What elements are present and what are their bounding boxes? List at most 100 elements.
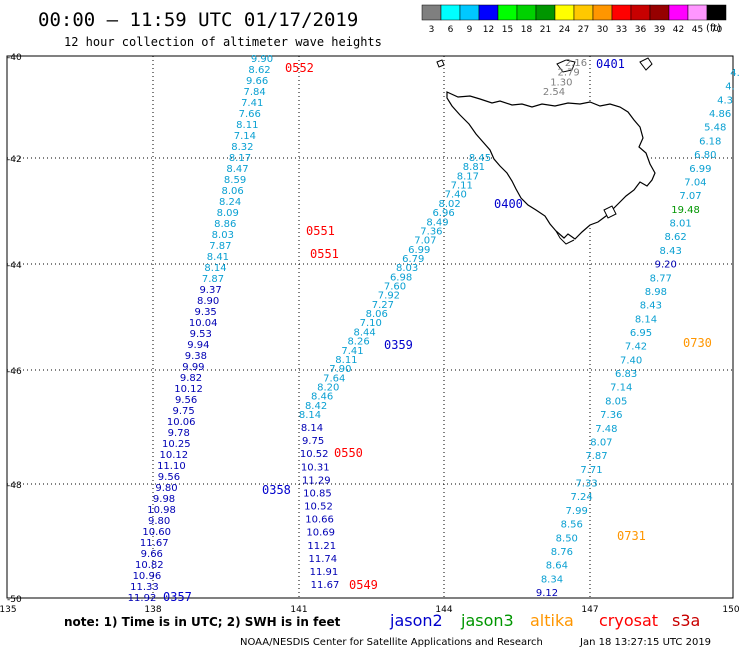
wave-height-value: 8.64 <box>546 561 568 572</box>
timestamp-text: Jan 18 13:27:15 UTC 2019 <box>579 637 711 648</box>
pass-time-label: 0552 <box>285 61 314 75</box>
wave-height-value: 7.27 <box>372 300 394 311</box>
wave-height-value: 2.54 <box>543 87 565 98</box>
wave-height-value: 8.56 <box>561 520 583 531</box>
wave-height-value: 10.85 <box>303 488 332 499</box>
pass-time-label: 0357 <box>163 590 192 604</box>
wave-height-value: 10.60 <box>142 527 171 538</box>
legend-altika: altika <box>530 611 574 630</box>
wave-height-colorbar: 3 6 9 12 15 18 21 24 27 30 33 36 39 42 45 70 <box>421 4 727 35</box>
wave-height-value: 6.98 <box>390 272 412 283</box>
colorbar-swatch <box>421 4 442 21</box>
wave-height-value: 6.95 <box>630 328 652 339</box>
colorbar-swatch <box>706 4 727 21</box>
wave-height-value: 7.92 <box>378 291 400 302</box>
wave-height-value: 8.50 <box>556 533 578 544</box>
colorbar-label: 39 <box>654 25 666 35</box>
wave-height-value: 4.86 <box>709 109 731 120</box>
wave-height-value: 9.94 <box>187 340 209 351</box>
pass-time-label: 0551 <box>310 247 339 261</box>
wave-height-value: 6.83 <box>615 369 637 380</box>
wave-height-value: 8.02 <box>439 199 461 210</box>
colorbar-label: 12 <box>483 25 494 35</box>
footnote: note: 1) Time is in UTC; 2) SWH is in fe… <box>64 615 341 629</box>
wave-height-value: 8.01 <box>669 219 691 230</box>
wave-height-value: 7.41 <box>241 98 263 109</box>
wave-height-value: 10.12 <box>160 450 189 461</box>
wave-height-value: 6.18 <box>699 136 721 147</box>
colorbar-swatch <box>592 4 613 21</box>
wave-height-value: 10.12 <box>174 384 203 395</box>
colorbar-label: 24 <box>559 25 571 35</box>
lat-label: -40 <box>7 53 22 63</box>
pass-time-label: 0400 <box>494 197 523 211</box>
pass-time-label: 0730 <box>683 336 712 350</box>
colorbar-swatch <box>687 4 708 21</box>
lat-label: -42 <box>7 155 22 165</box>
legend-jason2: jason2 <box>389 611 443 630</box>
wave-height-value: 10.69 <box>306 528 335 539</box>
pass-time-label: 0551 <box>306 224 335 238</box>
wave-height-value: 8.17 <box>229 153 251 164</box>
wave-height-value: 7.42 <box>625 342 647 353</box>
wave-height-value: 8.11 <box>236 120 258 131</box>
wave-height-value: 2.79 <box>558 68 580 79</box>
wave-height-value: 7.24 <box>570 492 592 503</box>
lon-label: 150 <box>722 605 739 615</box>
wave-height-value: 7.10 <box>360 318 382 329</box>
wave-height-value: 8.62 <box>664 232 686 243</box>
wave-height-value: 10.82 <box>135 560 164 571</box>
wave-height-value: 7.71 <box>580 465 602 476</box>
wave-height-value: 7.41 <box>341 346 363 357</box>
map-frame <box>6 55 734 599</box>
wave-height-value: 11.21 <box>307 541 336 552</box>
wave-height-value: 8.59 <box>224 175 246 186</box>
colorbar-swatch <box>516 4 537 21</box>
colorbar-label: 21 <box>540 25 551 35</box>
wave-height-value: 8.90 <box>197 296 219 307</box>
wave-height-value: 7.33 <box>575 479 597 490</box>
wave-height-value: 7.84 <box>244 87 266 98</box>
wave-height-value: 8.03 <box>212 230 234 241</box>
wave-height-value: 9.75 <box>172 406 194 417</box>
lon-label: 141 <box>290 605 307 615</box>
wave-height-value: 5.48 <box>704 123 726 134</box>
wave-height-value: 7.48 <box>595 424 617 435</box>
wave-height-value: 6.99 <box>408 245 430 256</box>
wave-height-value: 8.24 <box>219 197 241 208</box>
wave-height-value: 9.75 <box>302 436 324 447</box>
wave-height-value: 8.17 <box>457 171 479 182</box>
wave-height-value: 8.32 <box>231 142 253 153</box>
wave-height-value: 11.10 <box>157 461 186 472</box>
wave-height-tracks: 9.908.629.667.847.417.668.117.148.328.17… <box>128 54 740 604</box>
pass-time-label: 0549 <box>349 578 378 592</box>
lat-label: -50 <box>7 595 22 605</box>
wave-height-value: 7.87 <box>202 274 224 285</box>
colorbar-swatch <box>440 4 461 21</box>
wave-height-value: 8.14 <box>635 314 657 325</box>
pass-time-labels: 0552 0551 0551 0550 0549 0401 0400 0359 0358 0357… <box>163 57 712 604</box>
wave-height-value: 8.11 <box>335 355 357 366</box>
wave-height-value: 8.45 <box>469 153 491 164</box>
wave-height-value: 8.76 <box>551 547 573 558</box>
wave-height-value: 7.40 <box>445 190 467 201</box>
wave-height-value: 8.07 <box>590 437 612 448</box>
colorbar-swatch <box>611 4 632 21</box>
wave-height-value: 8.06 <box>221 186 243 197</box>
lon-label: 138 <box>144 605 161 615</box>
wave-height-value: 9.38 <box>185 351 207 362</box>
legend-jason3: jason3 <box>460 611 514 630</box>
wave-height-value: 19.48 <box>671 205 700 216</box>
wave-height-value: 11.29 <box>302 475 331 486</box>
colorbar-label: 33 <box>616 25 627 35</box>
colorbar-swatch <box>478 4 499 21</box>
colorbar-unit: (ft) <box>706 23 721 34</box>
wave-height-value: 9.35 <box>195 307 217 318</box>
wave-height-value: 8.14 <box>299 410 321 421</box>
wave-height-value: 10.52 <box>300 449 329 460</box>
lon-label: 147 <box>581 605 598 615</box>
wave-height-value: 9.12 <box>536 588 558 599</box>
wave-height-value: 2.16 <box>565 58 587 69</box>
colorbar-swatch <box>497 4 518 21</box>
wave-height-value: 9.20 <box>655 260 677 271</box>
